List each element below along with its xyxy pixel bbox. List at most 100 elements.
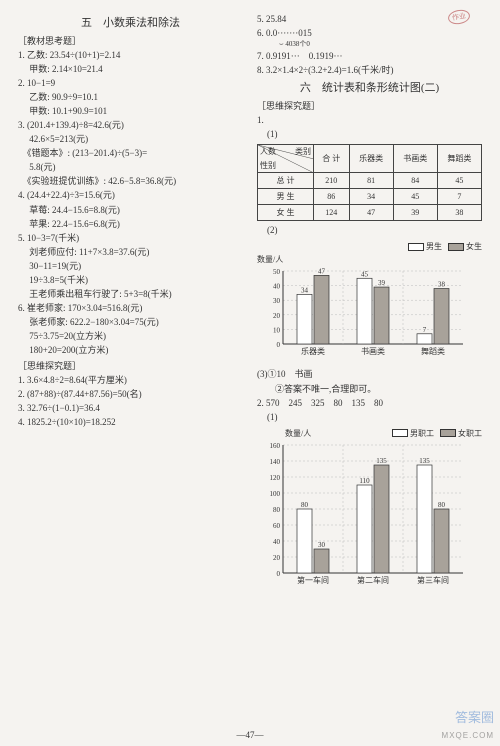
chart2-svg: 0204060801001201401608030第一车间110135第二车间1…	[257, 439, 467, 589]
text-line: 6. 崔老师家: 170×3.04=516.8(元)	[18, 302, 243, 315]
svg-text:34: 34	[301, 287, 309, 295]
col-3: 舞蹈类	[437, 145, 481, 173]
page-columns: 五 小数乘法和除法 ［教材思考题］ 1. 乙数: 23.54÷(10+1)=2.…	[18, 12, 482, 597]
svg-text:20: 20	[273, 554, 281, 562]
svg-text:30: 30	[273, 298, 281, 306]
legend-label: 女职工	[458, 428, 482, 439]
left-section2-label: ［思维探究题］	[18, 359, 243, 372]
cell: 39	[393, 205, 437, 221]
text-line: 《错题本》: (213−201.4)÷(5−3)=	[18, 147, 243, 160]
svg-text:120: 120	[270, 474, 281, 482]
left-column: 五 小数乘法和除法 ［教材思考题］ 1. 乙数: 23.54÷(10+1)=2.…	[18, 12, 243, 597]
watermark-url: MXQE.COM	[442, 731, 494, 740]
chart1-ylabel: 数量/人	[257, 254, 283, 265]
cell: 81	[349, 173, 393, 189]
diag-col: 人数	[260, 146, 276, 157]
col-2: 书画类	[393, 145, 437, 173]
text-line: 30−11=19(元)	[18, 260, 243, 273]
svg-text:100: 100	[270, 490, 281, 498]
svg-text:60: 60	[273, 522, 281, 530]
svg-text:20: 20	[273, 312, 281, 320]
text-line: 1. 3.6×4.8÷2=8.64(平方厘米)	[18, 374, 243, 387]
svg-text:乐器类: 乐器类	[301, 346, 325, 356]
svg-text:第二车间: 第二车间	[357, 575, 389, 585]
svg-text:40: 40	[273, 283, 281, 291]
table-row: 总 计210818445	[258, 173, 482, 189]
text-line: 1. 乙数: 23.54÷(10+1)=2.14	[18, 49, 243, 62]
text-line: 4. (24.4+22.4)÷3=15.6(元)	[18, 189, 243, 202]
legend-label: 男生	[426, 241, 442, 252]
svg-text:110: 110	[359, 477, 370, 485]
text-line: 乙数: 90.9÷9=10.1	[18, 91, 243, 104]
svg-text:140: 140	[270, 458, 281, 466]
page-number: —47—	[0, 730, 500, 740]
svg-text:第三车间: 第三车间	[417, 575, 449, 585]
cell: 34	[349, 189, 393, 205]
right-heading: 六 统计表和条形统计图(二)	[257, 79, 482, 95]
text-line: 75÷3.75=20(立方米)	[18, 330, 243, 343]
text-line: 5. 10−3=7(千米)	[18, 232, 243, 245]
col-1: 乐器类	[349, 145, 393, 173]
item-1-sub1: (1)	[257, 128, 482, 141]
legend-swatch	[448, 243, 464, 251]
text-line: 19÷3.8=5(千米)	[18, 274, 243, 287]
row-label: 男 生	[258, 189, 314, 205]
cell: 86	[314, 189, 350, 205]
legend-swatch	[440, 429, 456, 437]
text-line: 《实验班提优训练》: 42.6−5.8=36.8(元)	[18, 175, 243, 188]
row-label: 女 生	[258, 205, 314, 221]
stats-table: 类别 性别 人数 合 计 乐器类 书画类 舞蹈类 总 计210818445男 生…	[257, 144, 482, 221]
col-0: 合 计	[314, 145, 350, 173]
legend-swatch	[408, 243, 424, 251]
left-section1-label: ［教材思考题］	[18, 34, 243, 47]
chart-1: 男生 女生 数量/人 010203040503447乐器类4539书画类738舞…	[257, 241, 482, 362]
svg-text:135: 135	[419, 457, 430, 465]
legend-swatch	[392, 429, 408, 437]
svg-text:50: 50	[273, 268, 281, 276]
cell: 210	[314, 173, 350, 189]
text-line: 刘老师应付: 11+7×3.8=37.6(元)	[18, 246, 243, 259]
item-1-sub3a: (3)①10 书画	[257, 368, 482, 381]
cell: 84	[393, 173, 437, 189]
cell: 45	[437, 173, 481, 189]
cell: 47	[349, 205, 393, 221]
right-column: 5. 25.846. 0.0·······015⌣ 4038个07. 0.919…	[257, 12, 482, 597]
text-line: 甲数: 10.1+90.9=101	[18, 105, 243, 118]
svg-text:10: 10	[273, 327, 281, 335]
legend-label: 男职工	[410, 428, 434, 439]
svg-text:47: 47	[318, 268, 326, 276]
cell: 7	[437, 189, 481, 205]
item-2-head: 2. 570 245 325 80 135 80	[257, 397, 482, 410]
text-line: 苹果: 22.4−15.6=6.8(元)	[18, 218, 243, 231]
item-1: 1.	[257, 114, 482, 127]
text-line: 8. 3.2×1.4×2÷(3.2+2.4)=1.6(千米/时)	[257, 64, 482, 77]
text-line: 2. (87+88)÷(87.44+87.56)=50(名)	[18, 388, 243, 401]
svg-text:0: 0	[277, 570, 281, 578]
text-line: 3. (201.4+139.4)÷8=42.6(元)	[18, 119, 243, 132]
item-2-sub: (1)	[257, 411, 482, 424]
chart1-legend: 男生 女生	[257, 241, 482, 252]
cell: 38	[437, 205, 481, 221]
svg-text:舞蹈类: 舞蹈类	[421, 346, 445, 356]
svg-text:第一车间: 第一车间	[297, 575, 329, 585]
left-section1-body: 1. 乙数: 23.54÷(10+1)=2.14 甲数: 2.14×10=21.…	[18, 49, 243, 357]
svg-text:80: 80	[301, 501, 309, 509]
left-heading: 五 小数乘法和除法	[18, 14, 243, 30]
chart-2: 数量/人 男职工 女职工 0204060801001201401608030第一…	[257, 428, 482, 591]
item-1-sub2: (2)	[257, 224, 482, 237]
svg-text:0: 0	[277, 341, 281, 349]
text-line: 2. 10−1=9	[18, 77, 243, 90]
table-row: 女 生124473938	[258, 205, 482, 221]
zeros-note: ⌣ 4038个0	[257, 39, 482, 49]
text-line: 5.8(元)	[18, 161, 243, 174]
svg-text:80: 80	[438, 501, 446, 509]
text-line: 42.6×5=213(元)	[18, 133, 243, 146]
svg-text:7: 7	[423, 326, 427, 334]
chart1-svg: 010203040503447乐器类4539书画类738舞蹈类	[257, 265, 467, 360]
right-top-lines: 5. 25.846. 0.0·······015⌣ 4038个07. 0.919…	[257, 13, 482, 77]
text-line: 4. 1825.2÷(10×10)=18.252	[18, 416, 243, 429]
svg-text:书画类: 书画类	[361, 346, 385, 356]
text-line: 甲数: 2.14×10=21.4	[18, 63, 243, 76]
svg-text:160: 160	[270, 442, 281, 450]
diag-row: 性别	[260, 160, 276, 171]
